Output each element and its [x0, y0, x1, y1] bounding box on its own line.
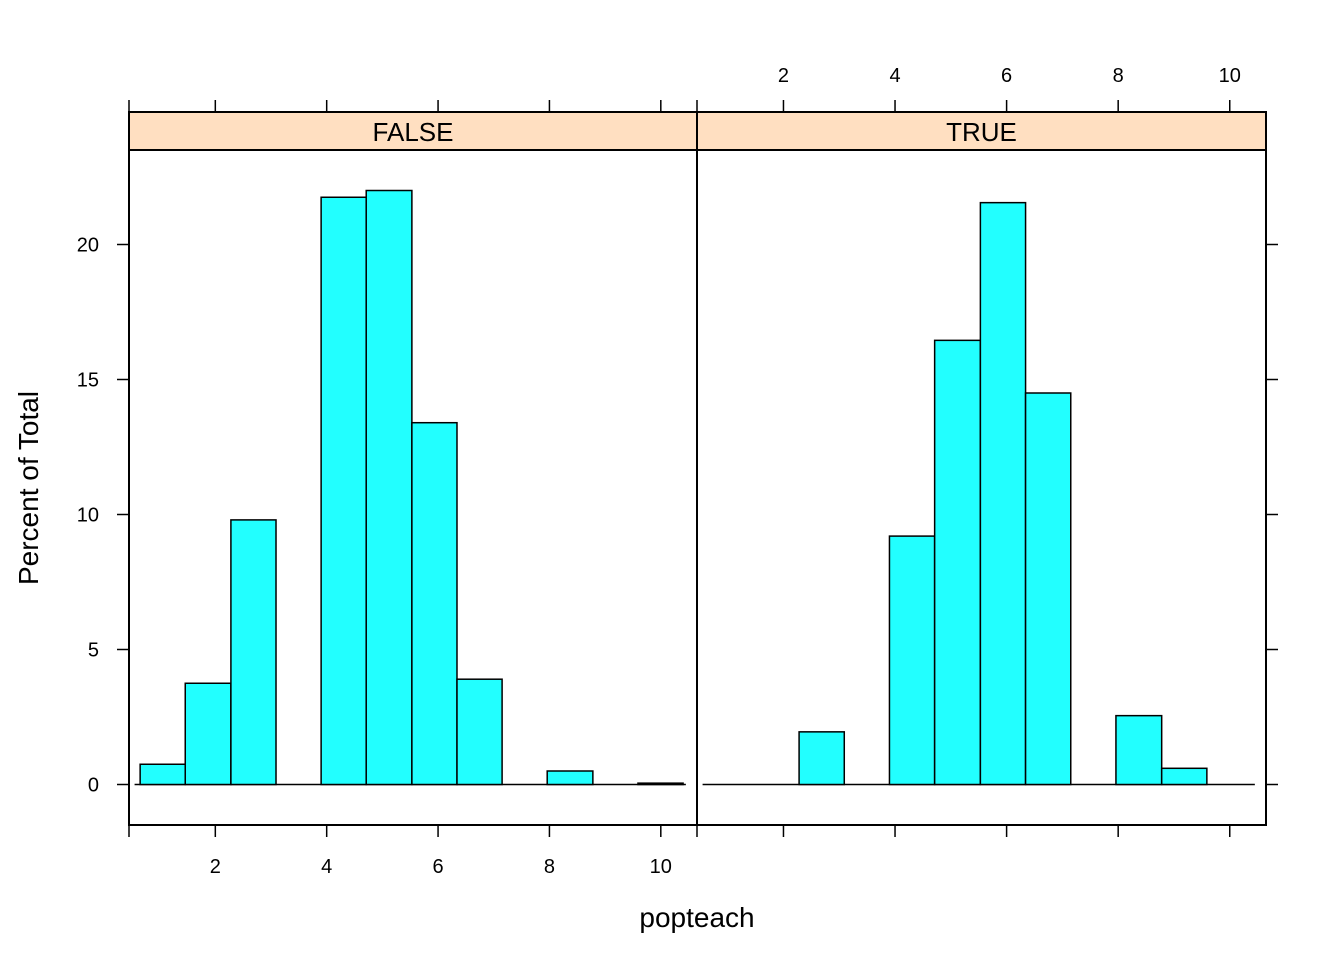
histogram-bar: [230, 519, 277, 786]
histogram-bar: [320, 196, 367, 786]
histogram-bar: [637, 782, 684, 786]
x-tick-label: 2: [210, 856, 221, 878]
strip-label: TRUE: [946, 117, 1017, 147]
x-tick-label: 4: [321, 856, 332, 878]
histogram-bar: [1115, 714, 1163, 786]
histogram-bar: [1024, 392, 1072, 786]
strip-background: [128, 111, 698, 151]
panel-border: [696, 149, 1267, 826]
histogram-bar: [888, 535, 936, 786]
panel-true: TRUE 2 4 6 8 10: [696, 65, 1267, 837]
y-axis: 0 5 10 15 20: [77, 235, 1278, 797]
histogram-bar: [139, 763, 186, 786]
x-tick-label-top: 4: [889, 65, 900, 87]
panel-false: FALSE 2 4 6 8 10: [128, 100, 698, 878]
y-tick-label: 10: [77, 505, 99, 527]
x-tick-label-top: 10: [1219, 65, 1241, 87]
y-tick-label: 5: [88, 640, 99, 662]
histogram-bar: [411, 421, 458, 786]
histogram-bar: [798, 731, 846, 786]
histogram-bar: [979, 201, 1027, 786]
x-tick-label: 10: [650, 856, 672, 878]
x-tick-label: 6: [432, 856, 443, 878]
y-tick-label: 15: [77, 370, 99, 392]
y-tick-label: 0: [88, 775, 99, 797]
x-tick-label-top: 2: [778, 65, 789, 87]
y-tick-label: 20: [77, 235, 99, 257]
strip-label: FALSE: [373, 117, 454, 147]
histogram-bar: [933, 339, 982, 786]
x-tick-label: 8: [544, 856, 555, 878]
x-tick-label-top: 6: [1001, 65, 1012, 87]
panels-layer: FALSE 2 4 6 8 10 TRUE 2 4 6 8 10 0 5 10 15 20: [77, 65, 1278, 878]
x-axis-label: popteach: [639, 902, 754, 933]
histogram-bar: [365, 189, 413, 786]
y-axis-label: Percent of Total: [13, 391, 44, 585]
histogram-bar: [546, 770, 594, 786]
histogram-bar: [456, 678, 503, 786]
x-tick-label-top: 8: [1113, 65, 1124, 87]
histogram-bar: [184, 682, 232, 786]
histogram-bar: [1160, 767, 1208, 786]
